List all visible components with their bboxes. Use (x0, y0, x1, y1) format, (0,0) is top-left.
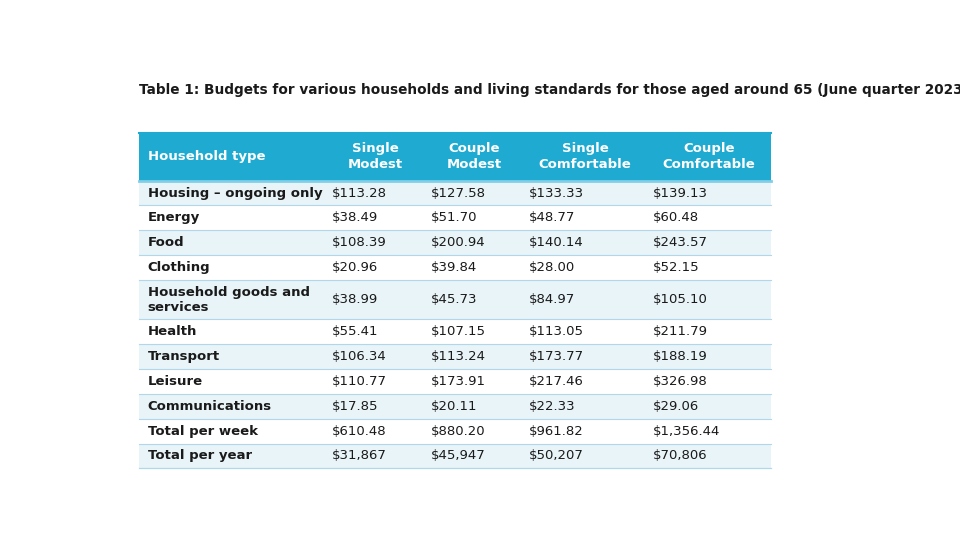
Text: Leisure: Leisure (148, 375, 203, 388)
Text: Housing – ongoing only: Housing – ongoing only (148, 187, 323, 200)
Text: Communications: Communications (148, 400, 272, 413)
Bar (138, 369, 771, 394)
Text: Household type: Household type (148, 150, 265, 163)
Text: $211.79: $211.79 (653, 325, 708, 338)
Text: Single
Modest: Single Modest (348, 143, 403, 171)
Text: $173.77: $173.77 (529, 350, 585, 363)
Text: $20.11: $20.11 (431, 400, 477, 413)
Text: Table 1: Budgets for various households and living standards for those aged arou: Table 1: Budgets for various households … (138, 83, 960, 97)
Bar (138, 419, 771, 443)
Text: Total per week: Total per week (148, 424, 257, 437)
Text: $217.46: $217.46 (529, 375, 584, 388)
Bar (138, 256, 771, 280)
Text: Clothing: Clothing (148, 261, 210, 274)
Text: $188.19: $188.19 (653, 350, 708, 363)
Text: Transport: Transport (148, 350, 220, 363)
Text: Couple
Comfortable: Couple Comfortable (662, 143, 756, 171)
Text: Total per year: Total per year (148, 450, 252, 463)
Text: $133.33: $133.33 (529, 187, 585, 200)
Text: $113.24: $113.24 (431, 350, 486, 363)
Text: $60.48: $60.48 (653, 211, 699, 224)
Text: $50,207: $50,207 (529, 450, 584, 463)
Text: $55.41: $55.41 (332, 325, 378, 338)
Text: $28.00: $28.00 (529, 261, 575, 274)
Bar (138, 280, 771, 319)
Text: $127.58: $127.58 (431, 187, 486, 200)
Bar (138, 230, 771, 256)
Text: Couple
Modest: Couple Modest (446, 143, 501, 171)
Text: $17.85: $17.85 (332, 400, 378, 413)
Text: $173.91: $173.91 (431, 375, 486, 388)
Text: $38.99: $38.99 (332, 293, 378, 306)
Bar (138, 443, 771, 469)
Text: Single
Comfortable: Single Comfortable (539, 143, 632, 171)
Text: Energy: Energy (148, 211, 200, 224)
Bar (138, 344, 771, 369)
Bar (138, 206, 771, 230)
Text: $880.20: $880.20 (431, 424, 485, 437)
Text: Food: Food (148, 236, 184, 250)
Text: $45.73: $45.73 (431, 293, 477, 306)
Text: $961.82: $961.82 (529, 424, 584, 437)
Text: $108.39: $108.39 (332, 236, 387, 250)
Text: $243.57: $243.57 (653, 236, 708, 250)
Text: $38.49: $38.49 (332, 211, 378, 224)
Text: $29.06: $29.06 (653, 400, 699, 413)
Bar (138, 394, 771, 419)
Text: $200.94: $200.94 (431, 236, 485, 250)
Text: $113.05: $113.05 (529, 325, 584, 338)
Bar (138, 319, 771, 344)
Text: $139.13: $139.13 (653, 187, 708, 200)
Text: Household goods and
services: Household goods and services (148, 286, 309, 314)
Text: $105.10: $105.10 (653, 293, 708, 306)
Text: Health: Health (148, 325, 197, 338)
Text: $113.28: $113.28 (332, 187, 387, 200)
Text: $610.48: $610.48 (332, 424, 387, 437)
Text: $48.77: $48.77 (529, 211, 575, 224)
Text: $22.33: $22.33 (529, 400, 576, 413)
Text: $31,867: $31,867 (332, 450, 387, 463)
Bar (138, 181, 771, 206)
Text: $1,356.44: $1,356.44 (653, 424, 720, 437)
Text: $52.15: $52.15 (653, 261, 700, 274)
Text: $51.70: $51.70 (431, 211, 477, 224)
Text: $106.34: $106.34 (332, 350, 387, 363)
Text: $45,947: $45,947 (431, 450, 486, 463)
Text: $107.15: $107.15 (431, 325, 486, 338)
Text: $20.96: $20.96 (332, 261, 378, 274)
Text: $110.77: $110.77 (332, 375, 387, 388)
Text: $326.98: $326.98 (653, 375, 708, 388)
Text: $84.97: $84.97 (529, 293, 575, 306)
Text: $39.84: $39.84 (431, 261, 477, 274)
Text: $70,806: $70,806 (653, 450, 708, 463)
Text: $140.14: $140.14 (529, 236, 584, 250)
